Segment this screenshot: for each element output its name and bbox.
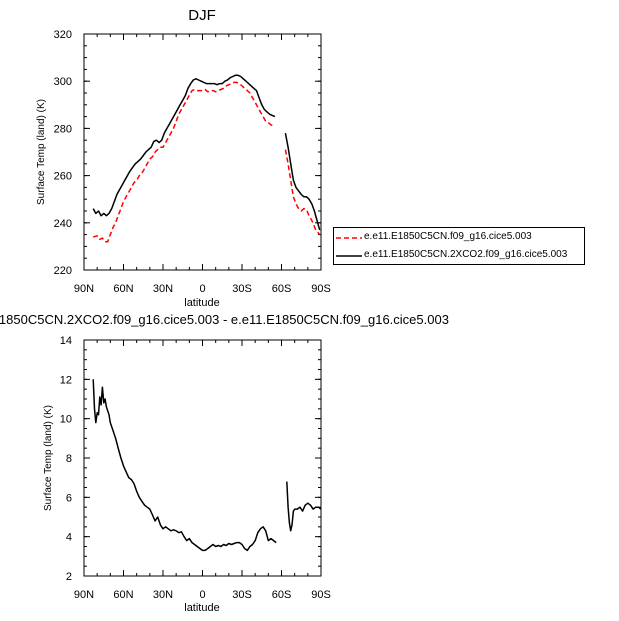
y-tick-label: 220: [54, 265, 72, 277]
bottom-panel-series: [92, 379, 322, 552]
series-line-dashed-red-segment-1: [284, 149, 321, 236]
legend-label-control: e.e11.E1850C5CN.f09_g16.cice5.003: [364, 231, 532, 242]
top-chart-title: DJF: [188, 7, 216, 24]
bottom-y-axis-label: Surface Temp (land) (K): [43, 405, 54, 511]
bottom-y-tick-labels: 2 4 6 8 10 12 14: [60, 335, 72, 583]
x-tick-label: 30S: [232, 589, 252, 601]
series-line-solid-black-segment-0: [92, 379, 277, 552]
x-tick-label: 30N: [153, 283, 173, 295]
top-y-axis-label: Surface Temp (land) (K): [36, 99, 47, 205]
y-tick-label: 2: [66, 571, 72, 583]
x-tick-label: 60N: [113, 283, 133, 295]
legend-label-2xco2: e.e11.E1850C5CN.2XCO2.f09_g16.cice5.003: [364, 249, 568, 260]
y-tick-label: 8: [66, 453, 72, 465]
series-line-solid-black-segment-0: [92, 74, 276, 217]
top-panel-series: [92, 74, 321, 243]
y-tick-label: 4: [66, 532, 72, 544]
top-x-tick-labels: 90N 60N 30N 0 30S 60S 90S: [74, 283, 331, 295]
x-tick-label: 90N: [74, 589, 94, 601]
x-tick-label: 30N: [153, 589, 173, 601]
series-line-dashed-red-segment-0: [92, 81, 274, 243]
y-tick-label: 14: [60, 335, 72, 347]
legend-swatch-dashed-red: [336, 237, 362, 239]
x-tick-label: 90S: [311, 589, 331, 601]
legend: e.e11.E1850C5CN.f09_g16.cice5.003 e.e11.…: [333, 227, 585, 265]
y-tick-label: 240: [54, 218, 72, 230]
top-x-axis-label: latitude: [184, 297, 219, 309]
y-tick-label: 10: [60, 414, 72, 426]
bottom-x-axis-label: latitude: [184, 602, 219, 614]
y-tick-label: 300: [54, 76, 72, 88]
y-tick-label: 280: [54, 123, 72, 135]
y-tick-label: 6: [66, 492, 72, 504]
top-plot-frame: [83, 33, 322, 271]
bottom-panel-ticks: [83, 339, 322, 577]
x-tick-label: 60S: [272, 589, 292, 601]
x-tick-label: 0: [199, 589, 205, 601]
top-panel: DJF 90N 60N 30N 0 30S 60S 90S 220 240 260 280 300 3…: [36, 7, 331, 309]
bottom-panel: e.e11.E1850C5CN.2XCO2.f09_g16.cice5.003 …: [0, 312, 449, 614]
y-tick-label: 320: [54, 29, 72, 41]
bottom-chart-title: e.e11.E1850C5CN.2XCO2.f09_g16.cice5.003 …: [0, 312, 449, 327]
top-y-tick-labels: 220 240 260 280 300 320: [54, 29, 72, 277]
bottom-x-tick-labels: 90N 60N 30N 0 30S 60S 90S: [74, 589, 331, 601]
x-tick-label: 0: [199, 283, 205, 295]
legend-item-control: e.e11.E1850C5CN.f09_g16.cice5.003: [334, 230, 584, 246]
series-line-solid-black-segment-1: [284, 132, 321, 231]
x-tick-label: 60S: [272, 283, 292, 295]
legend-item-2xco2: e.e11.E1850C5CN.2XCO2.f09_g16.cice5.003: [334, 248, 584, 264]
x-tick-label: 90N: [74, 283, 94, 295]
x-tick-label: 60N: [113, 589, 133, 601]
y-tick-label: 12: [60, 374, 72, 386]
series-line-solid-black-segment-1: [286, 481, 322, 532]
x-tick-label: 30S: [232, 283, 252, 295]
x-tick-label: 90S: [311, 283, 331, 295]
legend-swatch-solid-black: [336, 255, 362, 257]
y-tick-label: 260: [54, 171, 72, 183]
bottom-plot-frame: [83, 339, 322, 577]
